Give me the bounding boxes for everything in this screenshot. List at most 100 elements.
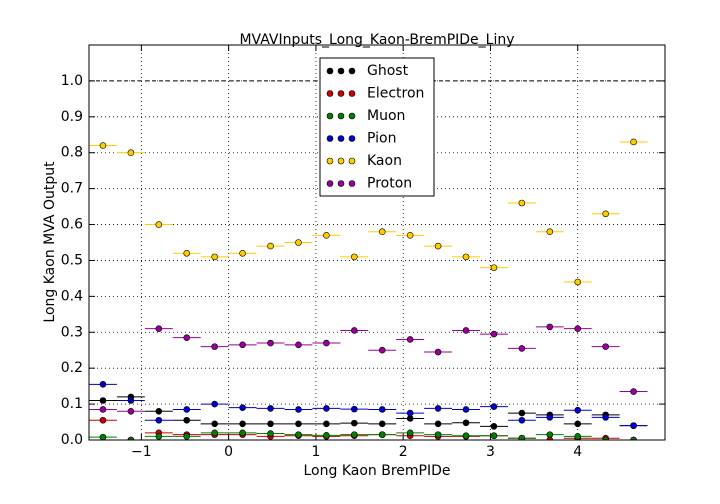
point — [323, 339, 330, 347]
point — [295, 420, 302, 428]
point — [323, 420, 330, 428]
x-tick-label: 1 — [311, 444, 320, 460]
legend-marker — [337, 157, 345, 165]
point — [99, 406, 107, 413]
y-tick-label: 0.4 — [61, 288, 83, 304]
point — [211, 429, 218, 437]
point — [99, 416, 107, 424]
y-tick-label: 0.6 — [61, 217, 83, 233]
legend-marker — [326, 135, 334, 142]
point — [462, 253, 470, 261]
plot-area — [89, 138, 648, 440]
point — [490, 264, 498, 271]
point — [434, 420, 442, 428]
legend-label: Pion — [367, 131, 396, 147]
point — [378, 228, 386, 236]
legend-marker — [337, 180, 345, 187]
legend-label: Ghost — [367, 63, 409, 79]
point — [155, 221, 163, 228]
x-tick-label: 4 — [573, 444, 582, 460]
point — [323, 405, 330, 412]
point — [211, 253, 218, 261]
point — [602, 210, 609, 218]
y-tick-label: 0.0 — [61, 432, 83, 448]
legend-marker — [326, 67, 334, 75]
point — [267, 242, 274, 250]
point — [99, 397, 107, 404]
point — [490, 432, 498, 439]
legend-label: Proton — [367, 176, 412, 192]
point — [183, 406, 191, 413]
legend-label: Muon — [367, 108, 405, 124]
point — [211, 343, 218, 350]
point — [546, 323, 554, 331]
point — [546, 414, 554, 421]
y-tick-label: 0.3 — [61, 324, 83, 340]
point — [434, 242, 442, 250]
point — [351, 431, 358, 438]
legend-marker — [348, 135, 356, 142]
y-tick-label: 0.2 — [61, 360, 83, 376]
point — [518, 434, 526, 440]
legend-marker — [326, 112, 334, 120]
point — [490, 330, 498, 338]
y-tick-label: 0.8 — [61, 145, 83, 161]
point — [406, 232, 414, 239]
point — [183, 334, 191, 341]
point — [518, 345, 526, 352]
point — [434, 405, 442, 412]
legend-marker — [326, 157, 334, 165]
point — [155, 407, 163, 415]
point — [351, 419, 358, 427]
x-tick-label: 0 — [224, 444, 233, 460]
x-tick-label: −1 — [131, 444, 152, 460]
y-tick-label: 0.1 — [61, 396, 83, 412]
point — [323, 232, 330, 239]
point — [295, 239, 302, 246]
point — [267, 405, 274, 412]
point — [574, 433, 582, 440]
point — [406, 429, 414, 437]
point — [239, 341, 246, 349]
x-axis-label: Long Kaon BremPIDe — [304, 463, 451, 479]
point — [99, 142, 107, 149]
point — [155, 325, 163, 332]
legend-label: Electron — [367, 86, 424, 102]
legend-marker — [326, 180, 334, 187]
point — [378, 420, 386, 428]
point — [490, 423, 498, 430]
point — [239, 249, 246, 257]
point — [295, 341, 302, 349]
point — [462, 406, 470, 413]
point — [351, 405, 358, 413]
point — [211, 400, 218, 408]
point — [295, 406, 302, 413]
x-tick-label: 3 — [486, 444, 495, 460]
point — [630, 388, 637, 395]
y-tick-label: 0.5 — [61, 252, 83, 268]
y-tick-label: 1.0 — [61, 73, 83, 89]
point — [378, 346, 386, 354]
point — [127, 397, 135, 404]
y-axis-label: Long Kaon MVA Output — [42, 161, 58, 323]
legend-box — [319, 57, 435, 197]
legend-marker — [337, 90, 345, 97]
point — [127, 436, 135, 440]
point — [546, 431, 554, 438]
point — [239, 429, 246, 437]
point — [267, 339, 274, 347]
point — [183, 416, 191, 424]
point — [518, 416, 526, 424]
point — [490, 403, 498, 410]
plot-frame — [88, 44, 666, 441]
point — [462, 419, 470, 427]
legend-marker — [326, 90, 334, 97]
point — [518, 199, 526, 207]
point — [378, 431, 386, 438]
legend-label: Kaon — [367, 153, 402, 169]
point — [211, 420, 218, 428]
point — [378, 406, 386, 413]
point — [295, 431, 302, 438]
point — [406, 336, 414, 343]
